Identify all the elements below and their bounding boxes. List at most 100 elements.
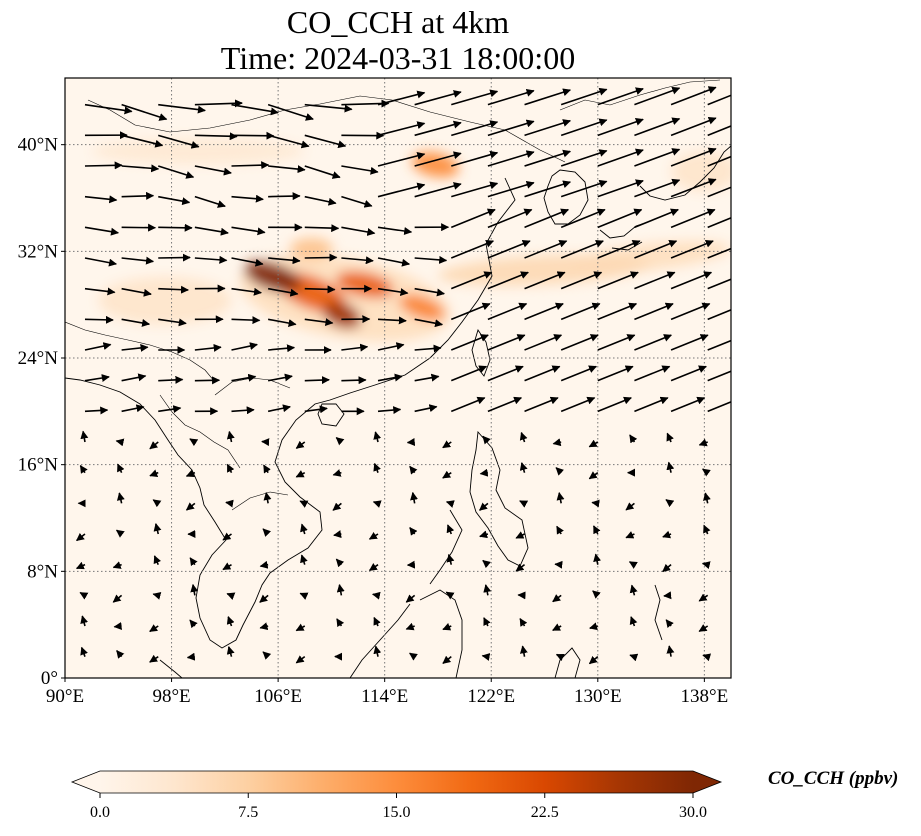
wind-vector — [262, 528, 271, 537]
lon-tick-label: 90°E — [46, 686, 84, 707]
wind-vector — [414, 255, 448, 264]
wind-vector — [231, 226, 266, 236]
wind-vector — [121, 318, 151, 327]
map-title-line1: CO_CCH at 4km — [286, 4, 510, 40]
wind-vector — [84, 342, 112, 351]
wind-vector — [666, 461, 675, 473]
wind-vector — [524, 396, 559, 413]
wind-vector — [414, 344, 442, 353]
wind-vector — [519, 617, 528, 627]
wind-vector — [702, 468, 711, 477]
wind-vector — [263, 491, 272, 504]
wind-vector — [153, 555, 162, 565]
wind-vector — [592, 590, 601, 599]
wind-vector — [446, 524, 455, 535]
wind-vector — [304, 224, 340, 233]
wind-vector — [304, 134, 347, 149]
wind-vector — [442, 470, 452, 479]
wind-vector — [524, 271, 566, 290]
wind-vector — [158, 318, 187, 327]
wind-vector — [666, 432, 674, 443]
wind-vector — [707, 125, 731, 137]
wind-vector — [194, 255, 228, 264]
wind-vector — [524, 208, 570, 229]
wind-vector — [84, 161, 123, 170]
wind-vector — [629, 616, 638, 627]
wind-vector — [335, 437, 345, 446]
wind-vector — [80, 430, 89, 443]
wind-vector — [552, 594, 562, 603]
wind-vector — [450, 365, 488, 382]
wind-vector — [666, 645, 675, 657]
wind-vector — [703, 524, 711, 535]
wind-vector — [707, 186, 731, 198]
wind-vector — [231, 287, 262, 296]
wind-vector — [597, 334, 636, 351]
wind-vector — [336, 618, 345, 628]
lon-tick-label: 130°E — [574, 686, 622, 707]
wind-vector — [414, 90, 462, 106]
wind-vector — [112, 561, 122, 569]
wind-vector — [701, 561, 711, 570]
wind-vector — [634, 148, 681, 167]
wind-vector — [445, 500, 455, 508]
wind-vector — [112, 594, 123, 603]
wind-vector — [560, 271, 603, 290]
wind-vector — [377, 342, 405, 351]
wind-vector — [556, 492, 565, 504]
wind-vector — [487, 302, 528, 321]
lon-tick-label: 114°E — [361, 686, 408, 707]
wind-vector — [634, 240, 678, 259]
lat-tick-label: 40°N — [18, 135, 59, 156]
wind-vector — [194, 165, 232, 176]
wind-vector — [262, 651, 272, 660]
wind-vector — [634, 208, 679, 229]
wind-vector — [487, 240, 531, 259]
wind-vector — [479, 502, 489, 511]
wind-vector — [560, 334, 599, 351]
wind-vector — [552, 623, 562, 631]
axis-ticks: 0° 8°N 16°N 24°N 32°N 40°N 90°E 98°E 106°E 114°E 1… — [18, 135, 729, 707]
wind-vector — [482, 559, 491, 569]
wind-vector — [552, 438, 562, 447]
wind-vector — [295, 470, 306, 478]
lat-tick-label: 8°N — [27, 561, 58, 582]
wind-vector — [487, 208, 533, 229]
wind-vector — [194, 132, 238, 141]
wind-vector — [515, 531, 525, 539]
wind-vector — [368, 531, 379, 540]
wind-vector — [267, 318, 297, 328]
wind-vector — [670, 147, 717, 167]
wind-vector — [79, 464, 88, 474]
wind-vector — [372, 500, 382, 508]
wind-vector — [226, 615, 235, 627]
wind-vector — [332, 469, 342, 477]
wind-vector — [414, 287, 445, 297]
wind-vector — [481, 653, 491, 661]
wind-vector — [121, 191, 155, 200]
wind-vector — [597, 208, 643, 229]
wind-vector — [487, 334, 526, 351]
wind-vector — [84, 103, 133, 115]
wind-vector — [588, 655, 599, 665]
wind-vector — [597, 118, 644, 137]
wind-vector — [450, 271, 493, 290]
wind-vector — [231, 316, 261, 325]
wind-vector — [629, 434, 638, 444]
wind-vector — [483, 584, 492, 596]
wind-vector — [267, 103, 314, 121]
wind-vector — [597, 365, 634, 382]
wind-vector — [442, 655, 452, 664]
wind-vector — [149, 469, 159, 477]
wind-vector — [597, 396, 632, 413]
wind-vector — [84, 374, 110, 382]
co-plume — [290, 238, 333, 260]
wind-vector — [451, 89, 499, 106]
wind-vector — [487, 271, 529, 290]
wind-vector — [698, 593, 709, 602]
wind-vector — [555, 653, 565, 662]
wind-vector — [414, 151, 462, 167]
wind-vector — [189, 557, 198, 567]
wind-vector — [377, 226, 413, 235]
wind-vector — [149, 441, 159, 450]
